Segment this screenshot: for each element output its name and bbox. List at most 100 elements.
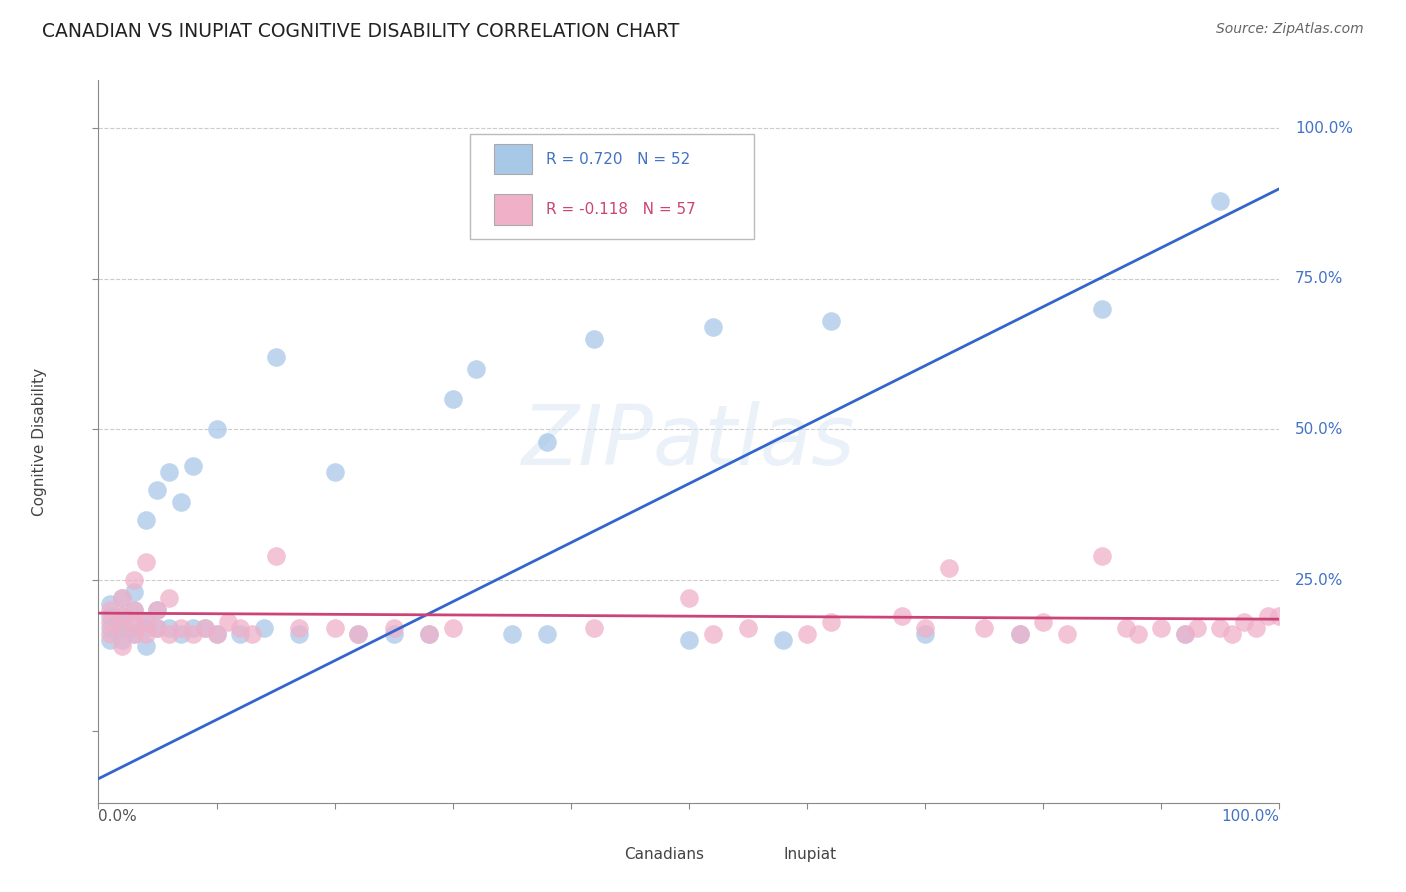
Point (146, 483, 169, 497)
Point (938, 561, 960, 575)
Point (122, 627, 145, 641)
Point (205, 627, 228, 641)
Text: 50.0%: 50.0% (1295, 422, 1343, 437)
Text: 25.0%: 25.0% (1295, 573, 1343, 588)
Point (1032, 615, 1054, 630)
Point (583, 621, 606, 635)
Text: Source: ZipAtlas.com: Source: ZipAtlas.com (1216, 22, 1364, 37)
Point (135, 627, 157, 641)
Point (583, 332, 606, 346)
Point (914, 627, 936, 641)
Point (111, 633, 134, 648)
Point (98, 603, 121, 617)
Point (1257, 609, 1279, 624)
Point (536, 434, 558, 449)
Point (973, 621, 995, 635)
Point (1209, 621, 1232, 635)
Point (1233, 615, 1256, 630)
FancyBboxPatch shape (754, 846, 775, 864)
Point (702, 627, 724, 641)
Point (111, 639, 134, 653)
Point (796, 627, 818, 641)
Point (347, 627, 370, 641)
Point (217, 615, 239, 630)
Point (1209, 194, 1232, 208)
Text: 75.0%: 75.0% (1295, 271, 1343, 286)
Point (194, 621, 217, 635)
Point (122, 573, 145, 587)
Point (382, 621, 405, 635)
Point (229, 627, 252, 641)
Point (98, 633, 121, 648)
Point (111, 609, 134, 624)
Point (1008, 627, 1031, 641)
Point (157, 627, 180, 641)
Point (1091, 301, 1114, 317)
Point (678, 591, 700, 606)
Point (1150, 621, 1173, 635)
Point (122, 621, 145, 635)
Point (382, 627, 405, 641)
Point (1220, 627, 1243, 641)
Point (181, 621, 204, 635)
Point (1244, 621, 1267, 635)
Point (1174, 627, 1197, 641)
Point (737, 621, 759, 635)
Point (98, 615, 121, 630)
Point (465, 362, 488, 376)
Point (418, 627, 440, 641)
Point (1056, 627, 1078, 641)
Point (111, 615, 134, 630)
Point (1008, 627, 1031, 641)
Point (418, 627, 440, 641)
Point (146, 621, 169, 635)
Point (111, 621, 134, 635)
Point (157, 591, 180, 606)
Text: R = 0.720   N = 52: R = 0.720 N = 52 (546, 152, 690, 167)
Point (194, 621, 217, 635)
Point (122, 615, 145, 630)
Point (98, 597, 121, 611)
FancyBboxPatch shape (595, 846, 616, 864)
Point (914, 621, 936, 635)
Text: 100.0%: 100.0% (1222, 809, 1279, 824)
Point (146, 603, 169, 617)
Text: 0.0%: 0.0% (98, 809, 138, 824)
Point (135, 555, 157, 569)
FancyBboxPatch shape (471, 135, 754, 239)
Point (205, 423, 228, 437)
Text: 100.0%: 100.0% (1295, 121, 1353, 136)
Point (170, 621, 193, 635)
Point (347, 627, 370, 641)
Point (820, 314, 842, 328)
Text: CANADIAN VS INUPIAT COGNITIVE DISABILITY CORRELATION CHART: CANADIAN VS INUPIAT COGNITIVE DISABILITY… (42, 22, 679, 41)
Point (702, 320, 724, 334)
Point (98, 627, 121, 641)
Point (135, 615, 157, 630)
Point (122, 603, 145, 617)
Point (111, 591, 134, 606)
Point (253, 621, 276, 635)
Point (820, 615, 842, 630)
Point (501, 627, 523, 641)
Point (264, 350, 287, 364)
Point (122, 585, 145, 599)
Point (111, 609, 134, 624)
Point (890, 609, 912, 624)
Point (323, 621, 346, 635)
Point (146, 603, 169, 617)
Point (111, 591, 134, 606)
Point (1185, 621, 1208, 635)
Point (288, 627, 311, 641)
Point (170, 627, 193, 641)
Point (135, 621, 157, 635)
Point (98, 621, 121, 635)
Text: R = -0.118   N = 57: R = -0.118 N = 57 (546, 202, 696, 217)
Point (264, 549, 287, 563)
Point (135, 513, 157, 527)
Point (98, 609, 121, 624)
Point (229, 621, 252, 635)
Point (122, 627, 145, 641)
Point (122, 603, 145, 617)
Point (170, 494, 193, 508)
